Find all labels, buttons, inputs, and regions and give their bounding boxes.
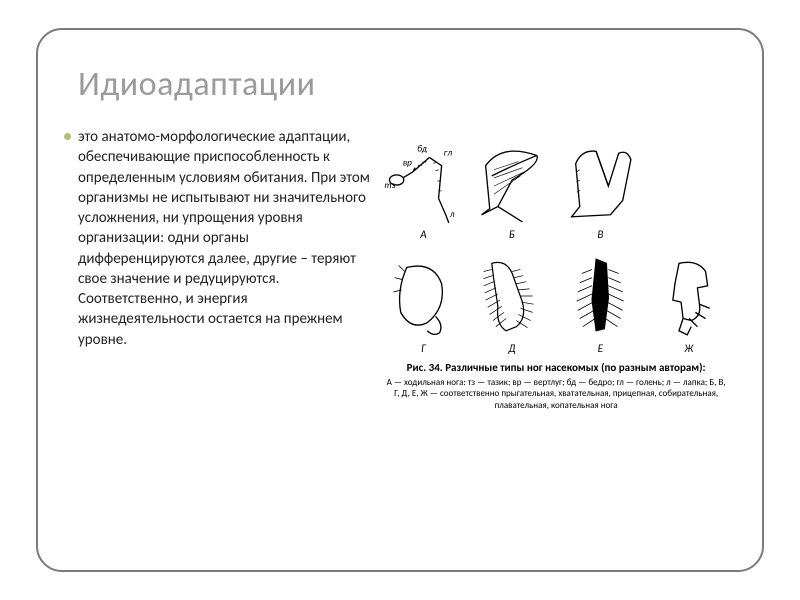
figure-caption: А — ходильная нога: тз — тазик; вр — вер… <box>382 377 730 411</box>
figure-panel-b: Б <box>471 131 553 241</box>
slide: Идиоадаптации это анатомо-морфологически… <box>0 0 800 600</box>
panel-label: А <box>420 228 426 241</box>
part-label-l: л <box>449 209 455 220</box>
panel-label: Б <box>509 228 515 241</box>
figure-panel-zh: Ж <box>648 245 730 355</box>
panel-label: В <box>597 228 603 241</box>
figure-title: Рис. 34. Различные типы ног насекомых (п… <box>407 361 706 374</box>
figure-column: тз вр бд гл л А <box>382 127 730 550</box>
body-text: это анатомо-морфологические адаптации, о… <box>78 127 374 350</box>
leg-g-icon <box>382 249 464 341</box>
content-row: это анатомо-морфологические адаптации, о… <box>78 127 730 550</box>
figure-panel-spacer <box>648 131 730 241</box>
part-label-tz: тз <box>385 180 396 191</box>
part-label-vr: вр <box>403 158 412 169</box>
panel-label: Ж <box>684 342 693 355</box>
figure-panel-e: Е <box>559 245 641 355</box>
leg-e-icon <box>559 249 641 341</box>
slide-frame: Идиоадаптации это анатомо-морфологически… <box>36 28 764 572</box>
leg-d-icon <box>471 249 553 341</box>
leg-v-icon <box>559 135 641 227</box>
panel-label: Д <box>508 342 515 355</box>
page-title: Идиоадаптации <box>78 64 730 105</box>
bullet-icon <box>64 133 71 140</box>
part-label-bd: бд <box>417 143 427 154</box>
figure-panel-a: тз вр бд гл л А <box>382 131 464 241</box>
part-label-gl: гл <box>444 147 453 158</box>
figure-panel-v: В <box>559 131 641 241</box>
figure-grid: тз вр бд гл л А <box>382 131 730 355</box>
figure-panel-g: Г <box>382 245 464 355</box>
panel-label: Е <box>598 342 603 355</box>
panel-label: Г <box>421 342 426 355</box>
text-column: это анатомо-морфологические адаптации, о… <box>78 127 374 550</box>
leg-a-icon: тз вр бд гл л <box>382 135 464 227</box>
figure-panel-d: Д <box>471 245 553 355</box>
leg-b-icon <box>471 135 553 227</box>
leg-zh-icon <box>648 249 730 341</box>
